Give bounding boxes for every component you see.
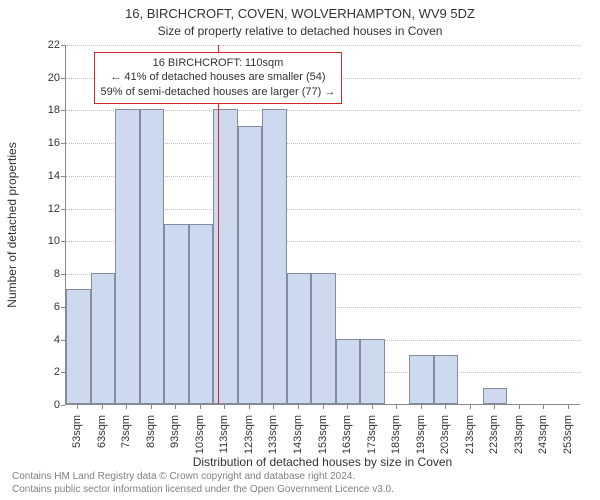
xtick-mark [568, 405, 569, 409]
bar [164, 224, 189, 404]
footer-line-1: Contains HM Land Registry data © Crown c… [12, 471, 588, 484]
xtick-mark [519, 405, 520, 409]
ytick-label: 18 [30, 104, 60, 116]
xtick-mark [224, 405, 225, 409]
ytick-label: 4 [30, 334, 60, 346]
bar [409, 355, 434, 404]
xtick-label: 193sqm [415, 415, 427, 454]
bar [115, 109, 140, 404]
bar [189, 224, 214, 404]
ytick-mark [61, 405, 65, 406]
xtick-label: 223sqm [488, 415, 500, 454]
xtick-mark [273, 405, 274, 409]
ytick-label: 2 [30, 366, 60, 378]
bar [483, 388, 508, 404]
xtick-mark [151, 405, 152, 409]
xtick-mark [102, 405, 103, 409]
xtick-label: 133sqm [267, 415, 279, 454]
xtick-mark [126, 405, 127, 409]
xtick-label: 113sqm [218, 415, 230, 453]
xtick-mark [445, 405, 446, 409]
gridline [66, 45, 580, 46]
xtick-mark [372, 405, 373, 409]
chart-title: 16, BIRCHCROFT, COVEN, WOLVERHAMPTON, WV… [0, 6, 600, 21]
xtick-mark [543, 405, 544, 409]
xtick-mark [298, 405, 299, 409]
xtick-label: 143sqm [292, 415, 304, 454]
bar [213, 109, 238, 404]
bar [91, 273, 116, 404]
xtick-mark [77, 405, 78, 409]
xtick-label: 233sqm [513, 415, 525, 454]
ytick-label: 20 [30, 72, 60, 84]
xtick-mark [323, 405, 324, 409]
annotation-line-2: ← 41% of detached houses are smaller (54… [101, 70, 336, 85]
ytick-label: 8 [30, 268, 60, 280]
xtick-label: 153sqm [317, 415, 329, 454]
x-axis-title: Distribution of detached houses by size … [65, 455, 580, 469]
bar [336, 339, 361, 404]
xtick-mark [494, 405, 495, 409]
annotation-box: 16 BIRCHCROFT: 110sqm ← 41% of detached … [94, 52, 343, 105]
footer-text: Contains HM Land Registry data © Crown c… [12, 471, 588, 496]
bar [434, 355, 459, 404]
xtick-label: 203sqm [439, 415, 451, 454]
xtick-label: 73sqm [120, 415, 132, 448]
annotation-line-1: 16 BIRCHCROFT: 110sqm [101, 56, 336, 71]
xtick-label: 173sqm [366, 415, 378, 454]
chart-root: 16, BIRCHCROFT, COVEN, WOLVERHAMPTON, WV… [0, 0, 600, 500]
xtick-label: 103sqm [194, 415, 206, 454]
footer-line-2: Contains public sector information licen… [12, 484, 588, 497]
bar [66, 289, 91, 404]
bar [287, 273, 312, 404]
bar [262, 109, 287, 404]
bar [238, 126, 263, 404]
xtick-mark [396, 405, 397, 409]
ytick-label: 14 [30, 170, 60, 182]
bar [140, 109, 165, 404]
xtick-label: 63sqm [96, 415, 108, 448]
xtick-label: 213sqm [464, 415, 476, 454]
ytick-label: 10 [30, 235, 60, 247]
xtick-mark [249, 405, 250, 409]
chart-subtitle: Size of property relative to detached ho… [0, 24, 600, 38]
xtick-label: 123sqm [243, 415, 255, 454]
xtick-label: 243sqm [537, 415, 549, 454]
ytick-label: 12 [30, 203, 60, 215]
xtick-label: 253sqm [562, 415, 574, 454]
plot-area: 16 BIRCHCROFT: 110sqm ← 41% of detached … [65, 45, 580, 405]
ytick-label: 0 [30, 399, 60, 411]
xtick-mark [200, 405, 201, 409]
ytick-label: 22 [30, 39, 60, 51]
bar [360, 339, 385, 404]
xtick-label: 163sqm [341, 415, 353, 454]
xtick-mark [175, 405, 176, 409]
y-axis-title: Number of detached properties [5, 142, 19, 307]
annotation-line-3: 59% of semi-detached houses are larger (… [101, 85, 336, 100]
xtick-mark [421, 405, 422, 409]
xtick-label: 83sqm [145, 415, 157, 448]
bar [311, 273, 336, 404]
xtick-label: 53sqm [71, 415, 83, 448]
ytick-label: 6 [30, 301, 60, 313]
xtick-mark [470, 405, 471, 409]
xtick-mark [347, 405, 348, 409]
ytick-label: 16 [30, 137, 60, 149]
xtick-label: 93sqm [169, 415, 181, 448]
xtick-label: 183sqm [390, 415, 402, 454]
